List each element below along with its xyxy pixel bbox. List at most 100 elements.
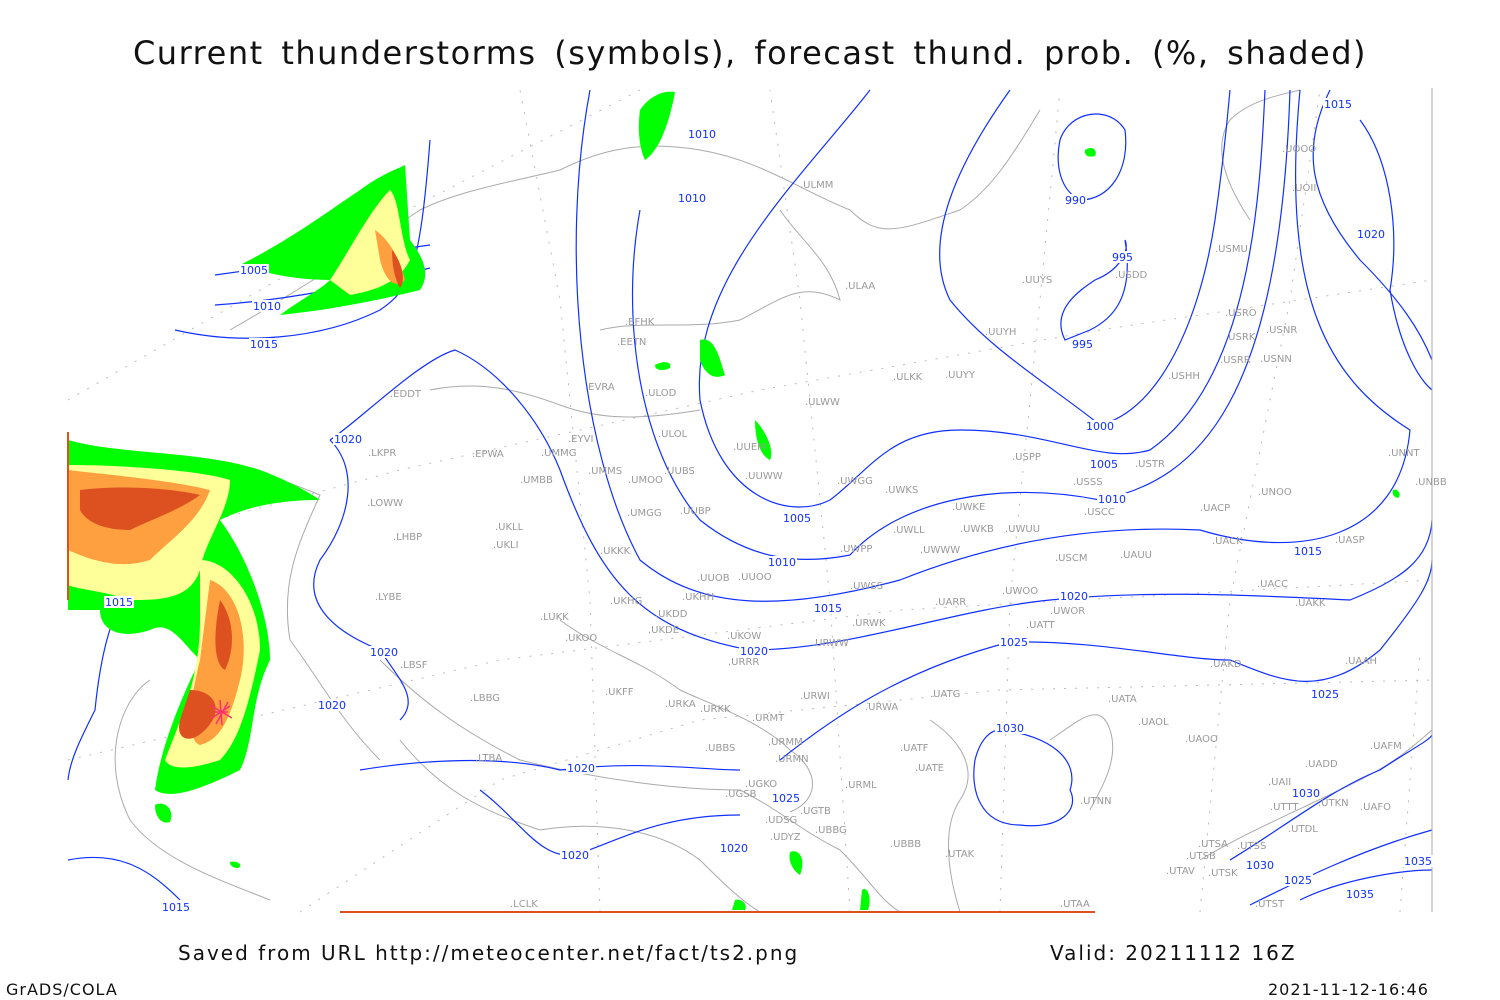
station-label-uttt: .UTTT xyxy=(1270,802,1299,813)
station-label-uauu: .UAUU xyxy=(1120,550,1152,561)
station-label-uspp: .USPP xyxy=(1012,452,1041,463)
station-label-utss: .UTSS xyxy=(1237,841,1266,852)
station-label-uaoo: .UAOO xyxy=(1185,734,1218,745)
station-label-uatt: .UATT xyxy=(1026,620,1055,631)
station-label-urkk: .URKK xyxy=(700,704,731,715)
isobar-label-background xyxy=(1283,874,1313,886)
station-label-usnn: .USNN xyxy=(1260,354,1292,365)
station-label-umms: .UMMS xyxy=(588,466,622,477)
isobar-label: 1015 xyxy=(814,602,842,615)
station-label-ulod: .ULOD xyxy=(645,388,677,399)
station-label-urml: .URML xyxy=(845,780,877,791)
station-label-lybe: .LYBE xyxy=(375,592,402,603)
station-label-ulkk: .ULKK xyxy=(893,372,923,383)
isobar-label: 995 xyxy=(1112,251,1133,264)
station-label-ukde: .UKDE xyxy=(648,625,679,636)
station-label-utav: .UTAV xyxy=(1166,866,1195,877)
isobar-label-background xyxy=(813,602,843,614)
station-label-umoo: .UMOO xyxy=(628,475,663,486)
isobar-label: 990 xyxy=(1065,194,1086,207)
station-label-usrk: .USRK xyxy=(1225,332,1256,343)
station-label-uafm: .UAFM xyxy=(1370,741,1402,752)
station-label-utsb: .UTSB xyxy=(1186,851,1216,862)
isobar-label: 1015 xyxy=(105,596,133,609)
map-grid xyxy=(67,89,1433,913)
isobar-label: 995 xyxy=(1072,338,1093,351)
station-label-uwpp: .UWPP xyxy=(840,544,872,555)
station-label-urmm: .URMM xyxy=(768,737,803,748)
isobar-label: 1020 xyxy=(720,842,748,855)
timestamp-text: 2021-11-12-16:46 xyxy=(1268,980,1429,999)
isobar-label-background xyxy=(1291,787,1321,799)
station-label-urka: .URKA xyxy=(665,699,696,710)
isobar-label-background xyxy=(677,192,707,204)
isobar-1005 xyxy=(698,89,1266,508)
station-label-ukkk: .UKKK xyxy=(600,546,631,557)
station-label-urmt: .URMT xyxy=(752,713,785,724)
isobar-label-background xyxy=(782,512,812,524)
isobar-label-background xyxy=(1245,859,1275,871)
isobar-label: 1025 xyxy=(1284,874,1312,887)
station-label-uaol: .UAOL xyxy=(1138,717,1169,728)
isobar-label: 1035 xyxy=(1404,855,1432,868)
isobar-1020 xyxy=(329,349,1433,651)
station-label-uafo: .UAFO xyxy=(1360,802,1391,813)
isobar-label-background xyxy=(1089,458,1119,470)
isobar-label: 1010 xyxy=(688,128,716,141)
station-label-uuww: .UUWW xyxy=(745,471,783,482)
station-label-ukli: .UKLI xyxy=(493,540,519,551)
station-label-utnn: .UTNN xyxy=(1080,796,1112,807)
software-credit: GrADS/COLA xyxy=(6,980,118,999)
isobar-1030 xyxy=(973,729,1074,827)
station-label-uacc: .UACC xyxy=(1257,579,1288,590)
station-label-utkn: .UTKN xyxy=(1318,798,1349,809)
station-label-uacp: .UACP xyxy=(1200,503,1230,514)
station-label-ubbb: .UBBB xyxy=(890,839,921,850)
isobar-label-background xyxy=(999,636,1029,648)
station-label-uadd: .UADD xyxy=(1305,759,1338,770)
isobar-1025 xyxy=(779,559,1433,761)
isobar-label: 1010 xyxy=(253,300,281,313)
isobar-label-background xyxy=(104,596,134,608)
station-label-eetn: .EETN xyxy=(617,337,646,348)
isobar-label-background xyxy=(719,842,749,854)
isobar-label: 1005 xyxy=(240,264,268,277)
station-label-uwor: .UWOR xyxy=(1050,606,1085,617)
isobar-label: 1015 xyxy=(250,338,278,351)
station-label-ulmm: .ULMM xyxy=(800,180,833,191)
station-label-urwa: .URWA xyxy=(865,702,898,713)
station-label-uwoo: .UWOO xyxy=(1002,586,1038,597)
isobar-label-background xyxy=(1064,194,1087,206)
isobar-label-background xyxy=(739,645,769,657)
station-label-ukll: .UKLL xyxy=(495,522,524,533)
station-label-epwa: .EPWA xyxy=(472,449,504,460)
isobar-label: 1020 xyxy=(567,762,595,775)
station-label-uack: .UACK xyxy=(1212,536,1243,547)
station-label-uwss: .UWSS xyxy=(850,581,883,592)
isobar-1020-south xyxy=(359,759,741,856)
station-label-usrr: .USRR xyxy=(1220,355,1251,366)
station-label-urrr: .URRR xyxy=(728,657,759,668)
thunderstorm-symbol xyxy=(209,699,233,726)
station-label-uooo: .UOOO xyxy=(1282,144,1316,155)
isobar-label-background xyxy=(566,762,596,774)
station-label-utaa: .UTAA xyxy=(1060,899,1090,910)
isobar-label: 1020 xyxy=(318,699,346,712)
isobar-label-background xyxy=(687,128,717,140)
isobar-label-background xyxy=(767,556,797,568)
station-label-lkpr: .LKPR xyxy=(368,448,396,459)
station-label-uaii: .UAII xyxy=(1268,777,1291,788)
isobar-label: 1010 xyxy=(768,556,796,569)
station-label-loww: .LOWW xyxy=(367,498,403,509)
station-label-ulww: .ULWW xyxy=(805,397,840,408)
station-label-eyvi: .EYVI xyxy=(568,434,593,445)
station-label-urwk: .URWK xyxy=(852,618,886,629)
station-label-usmu: .USMU xyxy=(1215,244,1248,255)
station-label-uuoo: .UUOO xyxy=(738,572,772,583)
isobar-label: 1000 xyxy=(1086,420,1114,433)
station-labels: .EFHK .EETN .EVRA .ULOD .ULOL .ULWW .UUEM .UUWW… xyxy=(367,144,1447,910)
isobar-label: 1020 xyxy=(740,645,768,658)
station-label-uwww: .UWWW xyxy=(920,545,960,556)
station-label-lbsf: .LBSF xyxy=(400,660,428,671)
station-label-uwuu: .UWUU xyxy=(1005,524,1040,535)
